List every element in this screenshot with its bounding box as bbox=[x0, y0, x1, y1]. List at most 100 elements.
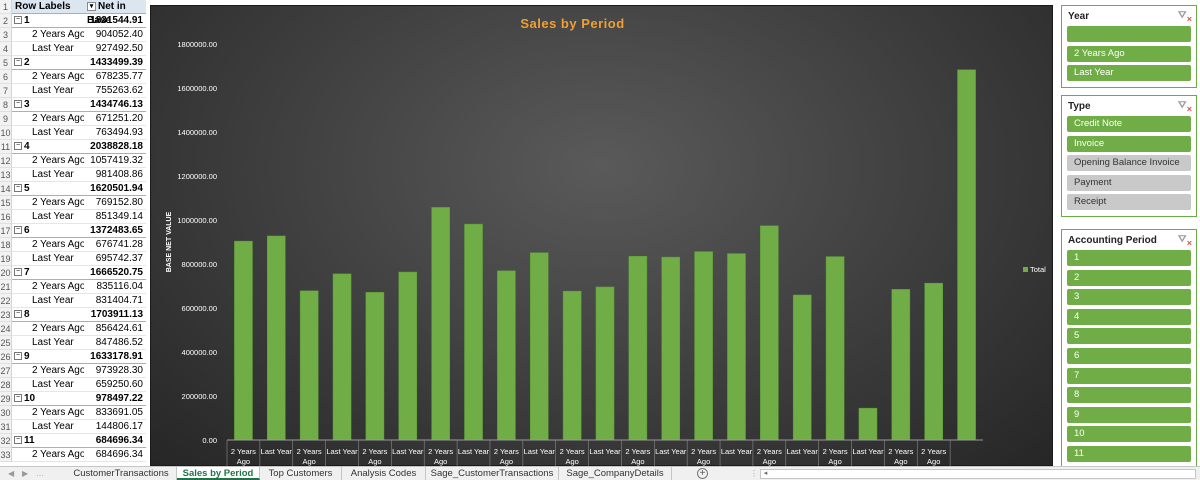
slicer-item[interactable]: 6 bbox=[1067, 347, 1191, 364]
sheet-tab[interactable]: Sage_CustomerTransactions bbox=[426, 467, 559, 480]
pivot-row-label[interactable]: 2 Years Ago bbox=[12, 112, 84, 126]
pivot-row-value[interactable]: 904052.40 bbox=[84, 28, 146, 42]
pivot-row-label[interactable]: −8 bbox=[12, 308, 84, 322]
chart-bar[interactable] bbox=[562, 290, 582, 441]
pivot-row-value[interactable]: 144806.17 bbox=[84, 420, 146, 434]
pivot-row-label[interactable]: Last Year bbox=[12, 84, 84, 98]
pivot-row-label[interactable]: 2 Years Ago bbox=[12, 196, 84, 210]
chart-bar[interactable] bbox=[924, 282, 943, 441]
slicer-item[interactable]: 10 bbox=[1067, 426, 1191, 443]
collapse-icon[interactable]: − bbox=[14, 16, 22, 25]
chart-bar[interactable] bbox=[628, 256, 648, 441]
add-sheet-icon[interactable]: + bbox=[697, 468, 708, 479]
pivot-row-value[interactable]: 695742.37 bbox=[84, 252, 146, 266]
chart-bar[interactable] bbox=[891, 289, 911, 441]
chart-bar[interactable] bbox=[825, 256, 845, 441]
pivot-row-value[interactable]: 676741.28 bbox=[84, 238, 146, 252]
pivot-row-value[interactable]: 847486.52 bbox=[84, 336, 146, 350]
pivot-row-label[interactable]: Last Year bbox=[12, 294, 84, 308]
collapse-icon[interactable]: − bbox=[14, 184, 22, 193]
chart-bar[interactable] bbox=[792, 294, 812, 441]
pivot-row-label[interactable]: −7 bbox=[12, 266, 84, 280]
slicer-item[interactable]: 2 bbox=[1067, 269, 1191, 286]
pivot-row-label[interactable]: 2 Years Ago bbox=[12, 70, 84, 84]
pivot-row-value[interactable]: 1433499.39 bbox=[84, 56, 146, 70]
slicer-item[interactable]: 7 bbox=[1067, 367, 1191, 384]
chart-bar[interactable] bbox=[332, 273, 352, 441]
pivot-row-label[interactable]: 2 Years Ago bbox=[12, 28, 84, 42]
slicer-item[interactable]: 3 bbox=[1067, 289, 1191, 306]
pivot-header-value[interactable]: ▾ Net in Base bbox=[84, 0, 146, 26]
sort-filter-icon[interactable]: ▾ bbox=[87, 1, 96, 11]
sheet-tab[interactable]: Top Customers bbox=[260, 467, 342, 480]
pivot-row-value[interactable]: 659250.60 bbox=[84, 378, 146, 392]
slicer-item[interactable]: 11 bbox=[1067, 445, 1191, 462]
slicer-item[interactable]: Receipt bbox=[1067, 194, 1191, 211]
scroll-left-icon[interactable]: ◂ bbox=[763, 470, 768, 477]
sheet-tab[interactable]: CustomerTransactions bbox=[66, 467, 177, 480]
tab-more-icon[interactable]: … bbox=[36, 469, 44, 478]
chart-bar[interactable] bbox=[464, 223, 483, 441]
pivot-row-value[interactable]: 1372483.65 bbox=[84, 224, 146, 238]
slicer-item[interactable]: Credit Note bbox=[1067, 116, 1191, 132]
pivot-row-value[interactable]: 678235.77 bbox=[84, 70, 146, 84]
pivot-row-value[interactable]: 973928.30 bbox=[84, 364, 146, 378]
pivot-row-value[interactable]: 684696.34 bbox=[84, 434, 146, 448]
chart-bar[interactable] bbox=[727, 253, 746, 441]
pivot-row-label[interactable]: −1 bbox=[12, 14, 84, 28]
tab-scroll-left-icon[interactable]: ◀ bbox=[8, 469, 15, 478]
collapse-icon[interactable]: − bbox=[14, 352, 22, 361]
chart-bar[interactable] bbox=[431, 207, 450, 441]
filter-clear-icon[interactable]: ⛛ bbox=[1178, 234, 1192, 249]
chart-bar[interactable] bbox=[529, 252, 549, 441]
pivot-row-label[interactable]: 2 Years Ago bbox=[12, 238, 84, 252]
pivot-row-label[interactable]: Last Year bbox=[12, 420, 84, 434]
pivot-row-label[interactable]: 2 Years Ago bbox=[12, 364, 84, 378]
pivot-row-label[interactable]: Last Year bbox=[12, 210, 84, 224]
pivot-row-label[interactable]: Last Year bbox=[12, 42, 84, 56]
pivot-row-value[interactable]: 981408.86 bbox=[84, 168, 146, 182]
pivot-row-value[interactable]: 856424.61 bbox=[84, 322, 146, 336]
chart-bar[interactable] bbox=[661, 256, 681, 441]
pivot-row-value[interactable]: 2038828.18 bbox=[84, 140, 146, 154]
collapse-icon[interactable]: − bbox=[14, 100, 22, 109]
pivot-row-value[interactable]: 1633178.91 bbox=[84, 350, 146, 364]
slicer-item[interactable]: Opening Balance Invoice bbox=[1067, 155, 1191, 172]
slicer-item[interactable]: 8 bbox=[1067, 387, 1191, 404]
chart-bar[interactable] bbox=[760, 225, 779, 441]
sales-by-period-chart[interactable]: Sales by Period BASE NET VALUE 0.00 200000.… bbox=[150, 5, 1053, 467]
pivot-row-label[interactable]: 2 Years Ago bbox=[12, 448, 84, 462]
pivot-row-label[interactable]: −4 bbox=[12, 140, 84, 154]
pivot-row-value[interactable]: 851349.14 bbox=[84, 210, 146, 224]
pivot-header-row-labels[interactable]: Row Labels bbox=[12, 0, 84, 14]
pivot-row-label[interactable]: Last Year bbox=[12, 252, 84, 266]
pivot-row-value[interactable]: 1666520.75 bbox=[84, 266, 146, 280]
chart-bar[interactable] bbox=[497, 270, 516, 441]
horizontal-scrollbar[interactable]: ◂ bbox=[760, 469, 1196, 479]
pivot-row-label[interactable]: Last Year bbox=[12, 168, 84, 182]
slicer-item[interactable]: Payment bbox=[1067, 174, 1191, 191]
chart-bar[interactable] bbox=[858, 407, 878, 441]
pivot-row-label[interactable]: −2 bbox=[12, 56, 84, 70]
pivot-row-value[interactable]: 763494.93 bbox=[84, 126, 146, 140]
collapse-icon[interactable]: − bbox=[14, 226, 22, 235]
collapse-icon[interactable]: − bbox=[14, 268, 22, 277]
pivot-row-label[interactable]: −6 bbox=[12, 224, 84, 238]
slicer-item[interactable]: 1 bbox=[1067, 250, 1191, 266]
pivot-row-value[interactable]: 1703911.13 bbox=[84, 308, 146, 322]
chart-bar[interactable] bbox=[299, 290, 319, 441]
pivot-row-label[interactable]: −3 bbox=[12, 98, 84, 112]
chart-bar[interactable] bbox=[365, 292, 385, 441]
filter-clear-icon[interactable]: ⛛ bbox=[1178, 100, 1192, 115]
pivot-row-label[interactable]: 2 Years Ago bbox=[12, 280, 84, 294]
sheet-tab[interactable]: Sales by Period bbox=[177, 467, 260, 480]
pivot-row-label[interactable]: 2 Years Ago bbox=[12, 322, 84, 336]
chart-bar[interactable] bbox=[234, 240, 253, 441]
pivot-row-value[interactable]: 978497.22 bbox=[84, 392, 146, 406]
slicer-item[interactable] bbox=[1067, 26, 1191, 42]
pivot-row-value[interactable]: 835116.04 bbox=[84, 280, 146, 294]
filter-clear-icon[interactable]: ⛛ bbox=[1178, 10, 1192, 25]
slicer-item[interactable]: Last Year bbox=[1067, 65, 1191, 82]
collapse-icon[interactable]: − bbox=[14, 436, 22, 445]
collapse-icon[interactable]: − bbox=[14, 310, 22, 319]
